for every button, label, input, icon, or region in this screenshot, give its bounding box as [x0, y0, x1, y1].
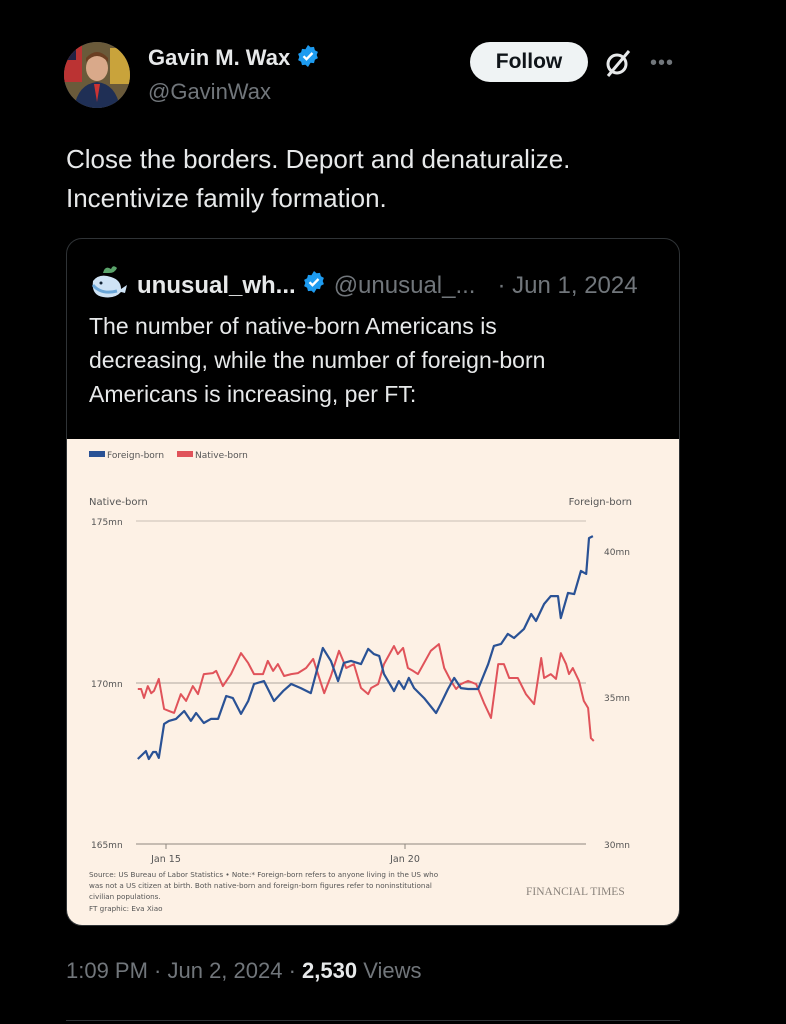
series-line-foreign-born — [137, 535, 594, 761]
tweet-meta: 1:09 PM · Jun 2, 2024 · 2,530 Views — [66, 958, 422, 984]
tweet-text: Close the borders. Deport and denaturali… — [66, 140, 726, 218]
author-handle[interactable]: @GavinWax — [148, 79, 271, 104]
source-note: was not a US citizen at birth. Both nati… — [89, 881, 432, 890]
views-label: Views — [357, 958, 422, 983]
tweet-line: Close the borders. Deport and denaturali… — [66, 144, 571, 174]
quote-line: decreasing, while the number of foreign-… — [89, 347, 546, 373]
verified-badge-icon — [296, 44, 320, 74]
quote-line: Americans is increasing, per FT: — [89, 381, 417, 407]
avatar[interactable] — [64, 42, 130, 108]
right-tick-30: 30mn — [604, 841, 630, 851]
right-tick-35: 35mn — [604, 694, 630, 704]
chart-image[interactable]: Foreign-born Native-born Native-born For… — [67, 439, 679, 925]
legend-label-native: Native-born — [195, 451, 248, 461]
right-tick-40: 40mn — [604, 548, 630, 558]
source-note: Source: US Bureau of Labor Statistics • … — [89, 870, 438, 879]
left-tick-170: 170mn — [91, 680, 123, 690]
quote-author-name[interactable]: unusual_wh... — [137, 271, 296, 299]
views-count: 2,530 — [302, 958, 358, 983]
quote-line: The number of native-born Americans is — [89, 313, 497, 339]
author-name[interactable]: Gavin M. Wax — [148, 44, 320, 74]
financial-times-logo: FINANCIAL TIMES — [526, 886, 625, 898]
quote-date[interactable]: · Jun 1, 2024 — [497, 271, 638, 299]
timestamp[interactable]: 1:09 PM · Jun 2, 2024 · — [66, 958, 303, 983]
avatar-image — [64, 42, 130, 108]
line-chart: Foreign-born Native-born Native-born For… — [89, 451, 632, 913]
source-note: civilian populations. — [89, 892, 161, 901]
x-tick-label: Jan 15 — [150, 854, 181, 865]
left-tick-175: 175mn — [91, 518, 123, 528]
left-axis-title: Native-born — [89, 497, 148, 508]
follow-button[interactable]: Follow — [470, 42, 588, 82]
quote-text: The number of native-born Americans is d… — [89, 309, 659, 411]
whale-avatar-icon[interactable] — [89, 265, 129, 306]
tweet-line: Incentivize family formation. — [66, 183, 387, 213]
legend-swatch-foreign — [89, 451, 105, 457]
legend-swatch-native — [177, 451, 193, 457]
author-name-text: Gavin M. Wax — [148, 45, 291, 70]
grok-icon[interactable] — [604, 48, 632, 83]
legend-label-foreign: Foreign-born — [107, 451, 164, 461]
right-axis-title: Foreign-born — [569, 497, 632, 508]
series-line-native-born — [137, 643, 595, 742]
graphic-credit: FT graphic: Eva Xiao — [89, 904, 163, 913]
verified-badge-icon — [302, 270, 326, 301]
quote-header: unusual_wh... @unusual_... · Jun 1, 2024 — [89, 265, 638, 306]
more-icon[interactable]: ••• — [650, 52, 675, 74]
divider — [66, 1020, 680, 1021]
x-tick-label: Jan 20 — [389, 854, 420, 865]
left-tick-165: 165mn — [91, 841, 123, 851]
quoted-tweet[interactable]: unusual_wh... @unusual_... · Jun 1, 2024… — [66, 238, 680, 926]
quote-author-handle[interactable]: @unusual_... — [333, 271, 476, 299]
